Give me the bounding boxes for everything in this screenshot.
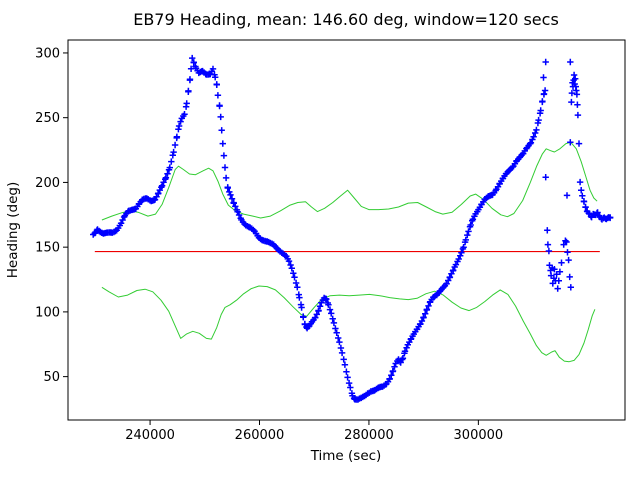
heading-series-markers <box>576 178 614 223</box>
y-tick-label: 50 <box>43 370 60 385</box>
x-axis-label: Time (sec) <box>310 448 382 464</box>
y-tick-label: 200 <box>35 176 60 191</box>
x-tick-label: 280000 <box>344 428 394 443</box>
heading-series-markers <box>90 54 549 403</box>
upper-band-line <box>101 141 598 221</box>
outlier-markers <box>540 58 583 292</box>
x-tick-label: 240000 <box>125 428 175 443</box>
lower-band-line-path <box>101 285 596 363</box>
y-tick-label: 250 <box>35 111 60 126</box>
y-tick-label: 300 <box>35 46 60 61</box>
upper-band-line-path <box>101 141 598 221</box>
y-tick-label: 150 <box>35 241 60 256</box>
x-axis-ticks: 240000 260000 280000 300000 <box>125 420 503 443</box>
heading-series <box>90 54 614 403</box>
chart-title: EB79 Heading, mean: 146.60 deg, window=1… <box>133 10 559 29</box>
x-tick-label: 260000 <box>235 428 285 443</box>
axes-border <box>67 39 626 421</box>
lower-band-line <box>101 285 596 363</box>
y-axis-label: Heading (deg) <box>5 182 21 278</box>
x-tick-label: 300000 <box>454 428 504 443</box>
y-tick-label: 100 <box>35 305 60 320</box>
y-axis-ticks: 50 100 150 200 250 300 <box>35 46 68 385</box>
heading-outlier-points <box>540 58 583 292</box>
